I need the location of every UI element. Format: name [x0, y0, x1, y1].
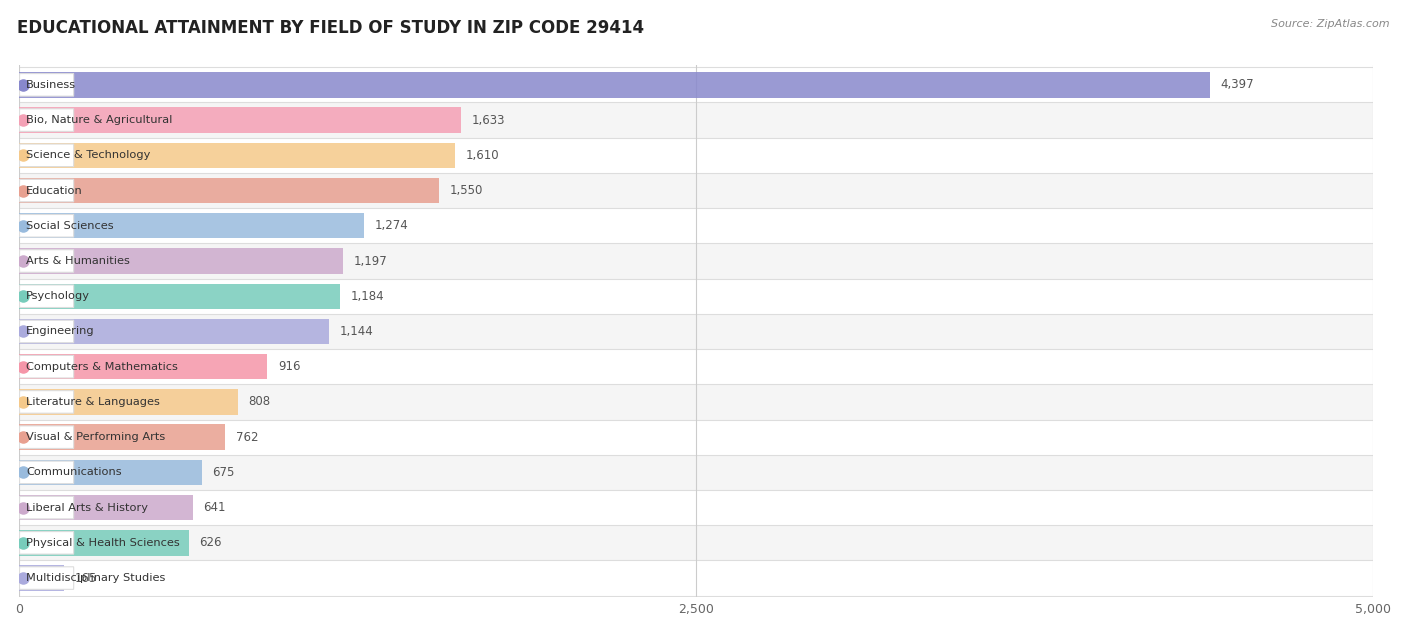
- Bar: [20, 384, 1374, 420]
- FancyBboxPatch shape: [20, 531, 73, 554]
- Bar: [20, 460, 202, 485]
- Text: Psychology: Psychology: [27, 292, 90, 301]
- Bar: [20, 455, 1374, 490]
- Bar: [20, 565, 63, 591]
- Text: Liberal Arts & History: Liberal Arts & History: [27, 503, 148, 512]
- Text: 1,633: 1,633: [472, 114, 506, 127]
- FancyBboxPatch shape: [20, 320, 73, 343]
- Text: 165: 165: [75, 572, 97, 584]
- FancyBboxPatch shape: [20, 250, 73, 273]
- Text: Social Sciences: Social Sciences: [27, 221, 114, 231]
- Bar: [20, 102, 1374, 138]
- FancyBboxPatch shape: [20, 74, 73, 96]
- Bar: [20, 319, 329, 344]
- Text: Business: Business: [27, 80, 76, 90]
- Bar: [20, 525, 1374, 560]
- Bar: [20, 354, 267, 379]
- Text: Bio, Nature & Agricultural: Bio, Nature & Agricultural: [27, 115, 173, 125]
- Text: 1,184: 1,184: [350, 290, 384, 303]
- FancyBboxPatch shape: [20, 109, 73, 131]
- Text: Source: ZipAtlas.com: Source: ZipAtlas.com: [1271, 19, 1389, 29]
- FancyBboxPatch shape: [20, 461, 73, 483]
- Text: Multidisciplinary Studies: Multidisciplinary Studies: [27, 573, 166, 583]
- Bar: [20, 314, 1374, 349]
- Bar: [20, 389, 238, 415]
- FancyBboxPatch shape: [20, 426, 73, 449]
- Text: Engineering: Engineering: [27, 326, 94, 336]
- Text: 762: 762: [236, 430, 259, 444]
- Text: Literature & Languages: Literature & Languages: [27, 397, 160, 407]
- Bar: [20, 490, 1374, 525]
- Bar: [20, 178, 439, 203]
- Bar: [20, 425, 225, 450]
- Text: 675: 675: [212, 466, 235, 479]
- Text: 4,397: 4,397: [1220, 78, 1254, 91]
- Text: 1,610: 1,610: [465, 149, 499, 162]
- FancyBboxPatch shape: [20, 355, 73, 378]
- FancyBboxPatch shape: [20, 497, 73, 519]
- Bar: [20, 349, 1374, 384]
- Bar: [20, 279, 1374, 314]
- Bar: [20, 530, 188, 555]
- Bar: [20, 283, 340, 309]
- Text: Computers & Mathematics: Computers & Mathematics: [27, 362, 179, 372]
- Text: Communications: Communications: [27, 468, 122, 478]
- Bar: [20, 244, 1374, 279]
- Text: Physical & Health Sciences: Physical & Health Sciences: [27, 538, 180, 548]
- Text: EDUCATIONAL ATTAINMENT BY FIELD OF STUDY IN ZIP CODE 29414: EDUCATIONAL ATTAINMENT BY FIELD OF STUDY…: [17, 19, 644, 37]
- Text: Visual & Performing Arts: Visual & Performing Arts: [27, 432, 166, 442]
- Text: 1,550: 1,550: [450, 184, 482, 197]
- FancyBboxPatch shape: [20, 391, 73, 413]
- Text: 1,144: 1,144: [340, 325, 374, 338]
- FancyBboxPatch shape: [20, 567, 73, 589]
- FancyBboxPatch shape: [20, 179, 73, 202]
- Bar: [20, 143, 456, 168]
- Text: 641: 641: [204, 501, 226, 514]
- Bar: [20, 138, 1374, 173]
- Text: 808: 808: [249, 396, 271, 408]
- Text: Science & Technology: Science & Technology: [27, 150, 150, 160]
- Bar: [20, 173, 1374, 208]
- Bar: [20, 68, 1374, 102]
- Text: 1,197: 1,197: [354, 254, 388, 268]
- Bar: [20, 420, 1374, 455]
- FancyBboxPatch shape: [20, 215, 73, 237]
- Bar: [20, 107, 461, 133]
- Bar: [20, 495, 193, 521]
- Text: 916: 916: [278, 360, 301, 373]
- Text: 626: 626: [200, 536, 222, 550]
- FancyBboxPatch shape: [20, 144, 73, 167]
- Bar: [20, 249, 343, 274]
- FancyBboxPatch shape: [20, 285, 73, 307]
- Text: 1,274: 1,274: [375, 220, 409, 232]
- Bar: [20, 213, 364, 239]
- Bar: [20, 72, 1209, 98]
- Bar: [20, 208, 1374, 244]
- Text: Arts & Humanities: Arts & Humanities: [27, 256, 129, 266]
- Text: Education: Education: [27, 186, 83, 196]
- Bar: [20, 560, 1374, 596]
